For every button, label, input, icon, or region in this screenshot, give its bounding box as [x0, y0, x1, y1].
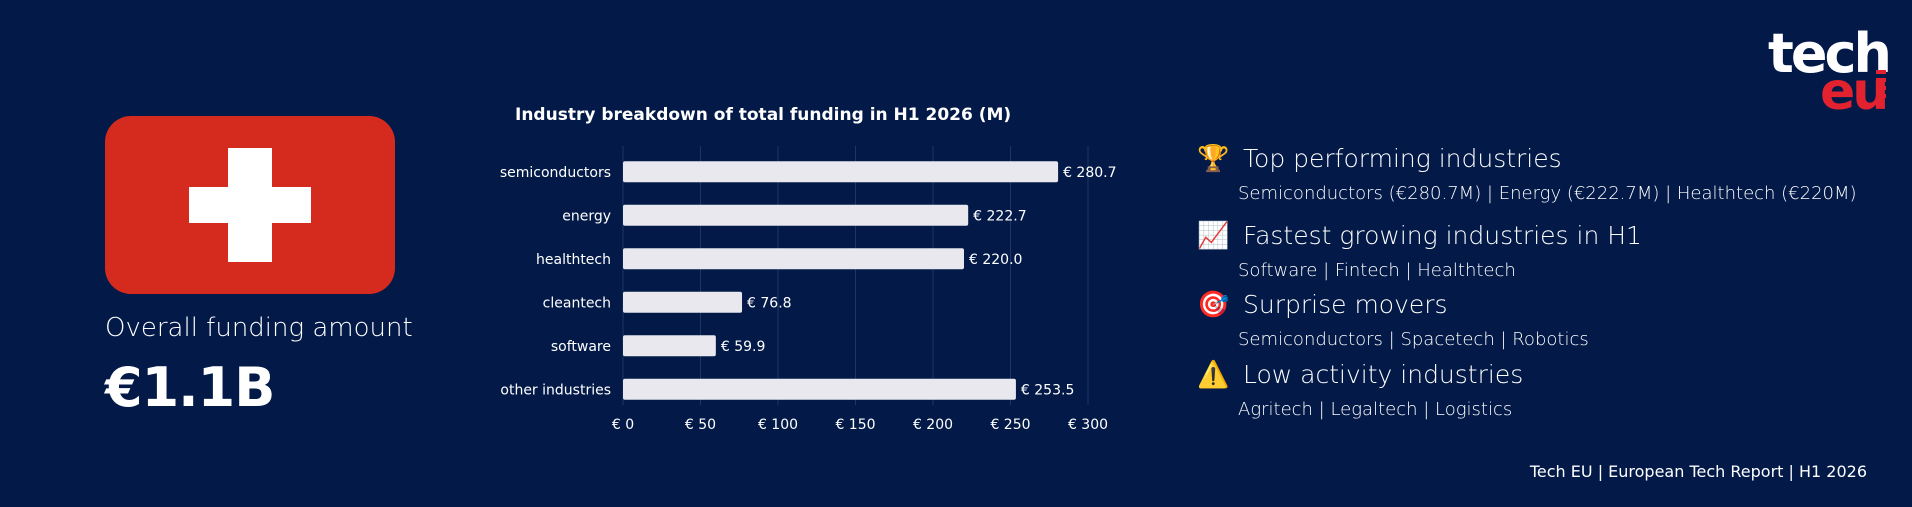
logo-tech-text: tech — [1768, 22, 1892, 85]
insight-detail: Software | Fintech | Healthtech — [1238, 260, 1516, 281]
footer-credit: Tech EU | European Tech Report | H1 2026 — [1529, 462, 1867, 481]
x-tick-label: € 150 — [835, 417, 875, 430]
industry-bar-chart: € 0 € 50 € 100 € 150 € 200 € 250 € 300 semicond… — [500, 146, 1117, 430]
tech-eu-logo: tech eu — [1768, 22, 1892, 122]
bar — [623, 335, 716, 357]
bar — [623, 378, 1016, 400]
x-tick-label: € 100 — [758, 417, 798, 430]
logo-bars-icon — [1876, 70, 1886, 110]
swiss-flag — [105, 116, 395, 294]
category-label: semiconductors — [500, 165, 611, 181]
chart-title: Industry breakdown of total funding in H… — [515, 105, 1012, 125]
trophy-icon: 🏆 — [1197, 144, 1230, 174]
funding-label: Overall funding amount — [105, 313, 413, 343]
category-label: healthtech — [536, 252, 611, 268]
category-label: software — [551, 339, 611, 355]
insight-detail: Agritech | Legaltech | Logistics — [1238, 399, 1513, 420]
chart-increasing-icon: 📈 — [1197, 221, 1230, 251]
x-tick-label: € 0 — [612, 417, 634, 430]
data-label: € 253.5 — [1021, 382, 1074, 398]
insight-detail: Semiconductors | Spacetech | Robotics — [1238, 329, 1589, 350]
bar — [623, 161, 1059, 183]
data-label: € 222.7 — [973, 208, 1026, 224]
insight-heading: Surprise movers — [1243, 290, 1448, 319]
x-tick-label: € 200 — [913, 417, 953, 430]
insight-heading: Fastest growing industries in H1 — [1243, 221, 1642, 250]
x-tick-label: € 50 — [685, 417, 716, 430]
x-tick-label: € 300 — [1068, 417, 1108, 430]
x-tick-label: € 250 — [990, 417, 1030, 430]
funding-value: €1.1B — [105, 356, 275, 419]
bar — [623, 291, 743, 313]
data-label: € 220.0 — [969, 252, 1022, 268]
target-icon: 🎯 — [1197, 290, 1230, 320]
category-label: cleantech — [543, 295, 611, 311]
category-label: other industries — [500, 382, 611, 398]
warning-icon: ⚠️ — [1197, 360, 1230, 390]
insight-detail: Semiconductors (€280.7M) | Energy (€222.… — [1238, 183, 1857, 204]
data-label: € 280.7 — [1063, 165, 1116, 181]
insight-heading: Top performing industries — [1243, 144, 1562, 173]
bar — [623, 204, 969, 226]
data-label: € 76.8 — [747, 295, 792, 311]
flag-cross-horizontal — [189, 187, 311, 223]
insight-heading: Low activity industries — [1243, 360, 1524, 389]
data-label: € 59.9 — [721, 339, 766, 355]
category-label: energy — [562, 208, 611, 224]
bar — [623, 248, 964, 270]
